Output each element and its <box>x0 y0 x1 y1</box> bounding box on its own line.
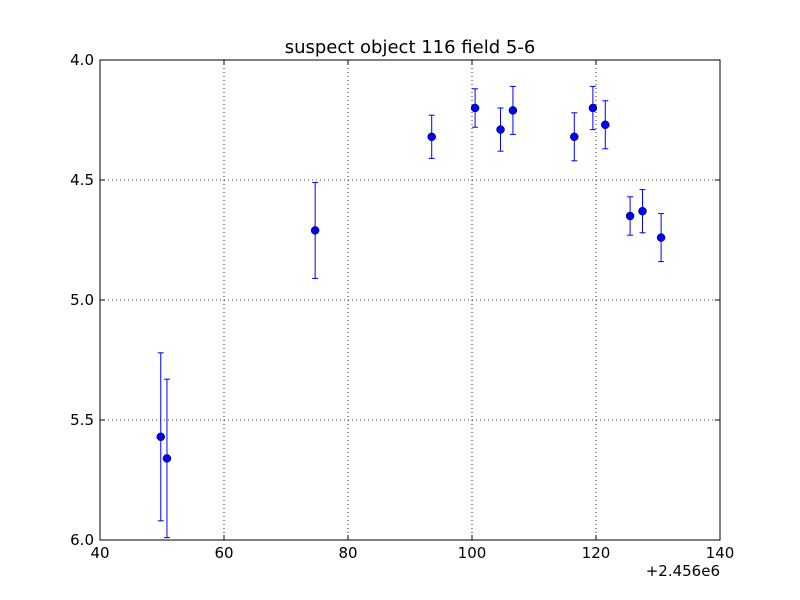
data-point <box>588 103 598 113</box>
data-point <box>470 103 480 113</box>
x-tick-label: 100 <box>458 544 487 562</box>
y-tick-label: 6.0 <box>70 531 94 549</box>
y-tick-label: 4.0 <box>70 51 94 69</box>
data-point <box>601 120 610 130</box>
x-offset-label: +2.456e6 <box>646 562 720 580</box>
data-marks <box>156 85 666 539</box>
y-tick-label: 5.5 <box>70 411 94 429</box>
data-point <box>638 206 647 216</box>
data-point <box>570 132 579 142</box>
data-point <box>625 211 635 221</box>
y-tick-label: 5.0 <box>70 291 94 309</box>
data-point <box>427 132 436 142</box>
x-tick-label: 120 <box>582 544 611 562</box>
y-tick-label: 4.5 <box>70 171 94 189</box>
x-tick-label: 40 <box>90 544 109 562</box>
grid-lines <box>100 60 720 540</box>
data-point <box>508 106 518 115</box>
data-point <box>496 125 505 134</box>
data-point <box>162 454 172 463</box>
x-tick-label: 140 <box>706 544 735 562</box>
axis-ticks: 40 60 80 100 120 140 4.0 4.5 5.0 5.5 6.0 <box>70 51 734 562</box>
x-tick-label: 80 <box>338 544 357 562</box>
chart-title: suspect object 116 field 5-6 <box>285 37 536 58</box>
data-point <box>656 233 666 242</box>
data-point <box>310 226 320 235</box>
data-point <box>156 432 166 442</box>
x-tick-label: 60 <box>214 544 233 562</box>
